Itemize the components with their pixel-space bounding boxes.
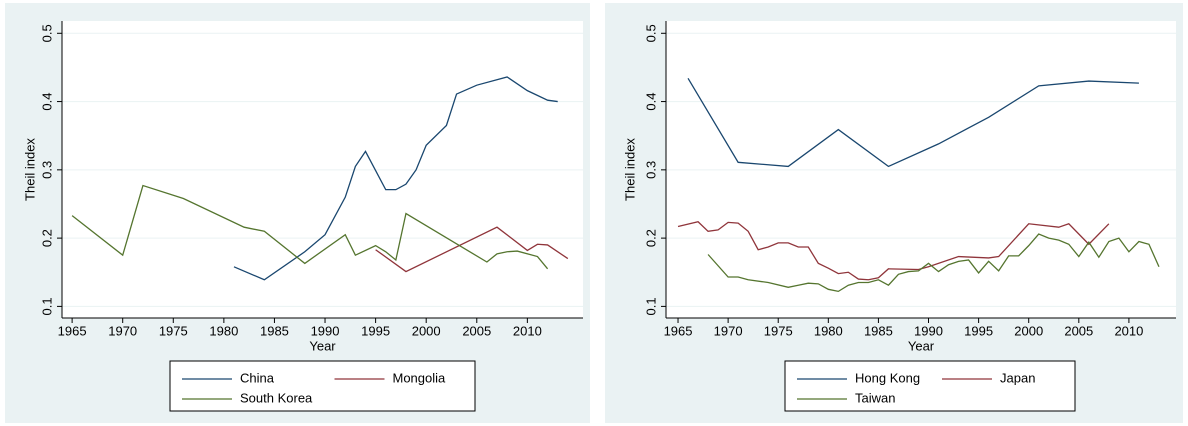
legend-label: China (240, 370, 275, 385)
x-tick-label: 1965 (58, 323, 87, 338)
x-tick-label: 2005 (1064, 323, 1093, 338)
y-tick-label: 0.3 (39, 161, 54, 179)
x-tick-label: 1970 (108, 323, 137, 338)
legend-label: Taiwan (855, 390, 895, 405)
x-tick-label: 1990 (914, 323, 943, 338)
series-line (707, 233, 1160, 293)
x-tick-label: 1995 (361, 323, 390, 338)
y-tick-label: 0.4 (39, 93, 54, 111)
x-tick-label: 1975 (159, 323, 188, 338)
y-tick-label: 0.5 (643, 24, 658, 42)
chart-panel: 0.1 0.2 0.3 0.4 0.5 1965 1970 1975 1980 1985 1990 1… (605, 3, 1183, 423)
x-tick-label: 1980 (814, 323, 843, 338)
series-line (677, 221, 1110, 281)
legend-label: Mongolia (393, 370, 447, 385)
series-line (71, 184, 549, 270)
y-axis-title: Theil index (22, 138, 37, 201)
series-line (375, 226, 569, 273)
y-tick-label: 0.2 (39, 229, 54, 247)
x-tick-label: 2005 (462, 323, 491, 338)
x-tick-label: 1980 (209, 323, 238, 338)
chart-panel: 0.1 0.2 0.3 0.4 0.5 1965 1970 1975 1980 1985 1990 1… (5, 3, 590, 423)
y-tick-label: 0.5 (39, 24, 54, 42)
legend-box (784, 360, 1076, 412)
legend-label: Hong Kong (855, 370, 920, 385)
x-tick-label: 2010 (1114, 323, 1143, 338)
y-tick-label: 0.1 (39, 297, 54, 315)
series-line (233, 76, 558, 281)
series-line (687, 78, 1139, 168)
y-tick-label: 0.4 (643, 93, 658, 111)
x-tick-label: 1985 (864, 323, 893, 338)
y-tick-label: 0.2 (643, 229, 658, 247)
x-tick-label: 1965 (664, 323, 693, 338)
x-tick-label: 1975 (764, 323, 793, 338)
x-axis-title: Year (908, 338, 935, 353)
x-tick-label: 1995 (964, 323, 993, 338)
y-tick-label: 0.3 (643, 161, 658, 179)
x-tick-label: 1970 (714, 323, 743, 338)
y-tick-label: 0.1 (643, 297, 658, 315)
legend-label: Japan (1000, 370, 1035, 385)
x-tick-label: 2000 (412, 323, 441, 338)
x-tick-label: 2010 (513, 323, 542, 338)
legend-label: South Korea (240, 390, 313, 405)
x-tick-label: 1990 (311, 323, 340, 338)
x-tick-label: 2000 (1014, 323, 1043, 338)
y-axis-title: Theil index (622, 138, 637, 201)
x-tick-label: 1985 (260, 323, 289, 338)
legend-box (169, 360, 476, 412)
x-axis-title: Year (309, 338, 336, 353)
